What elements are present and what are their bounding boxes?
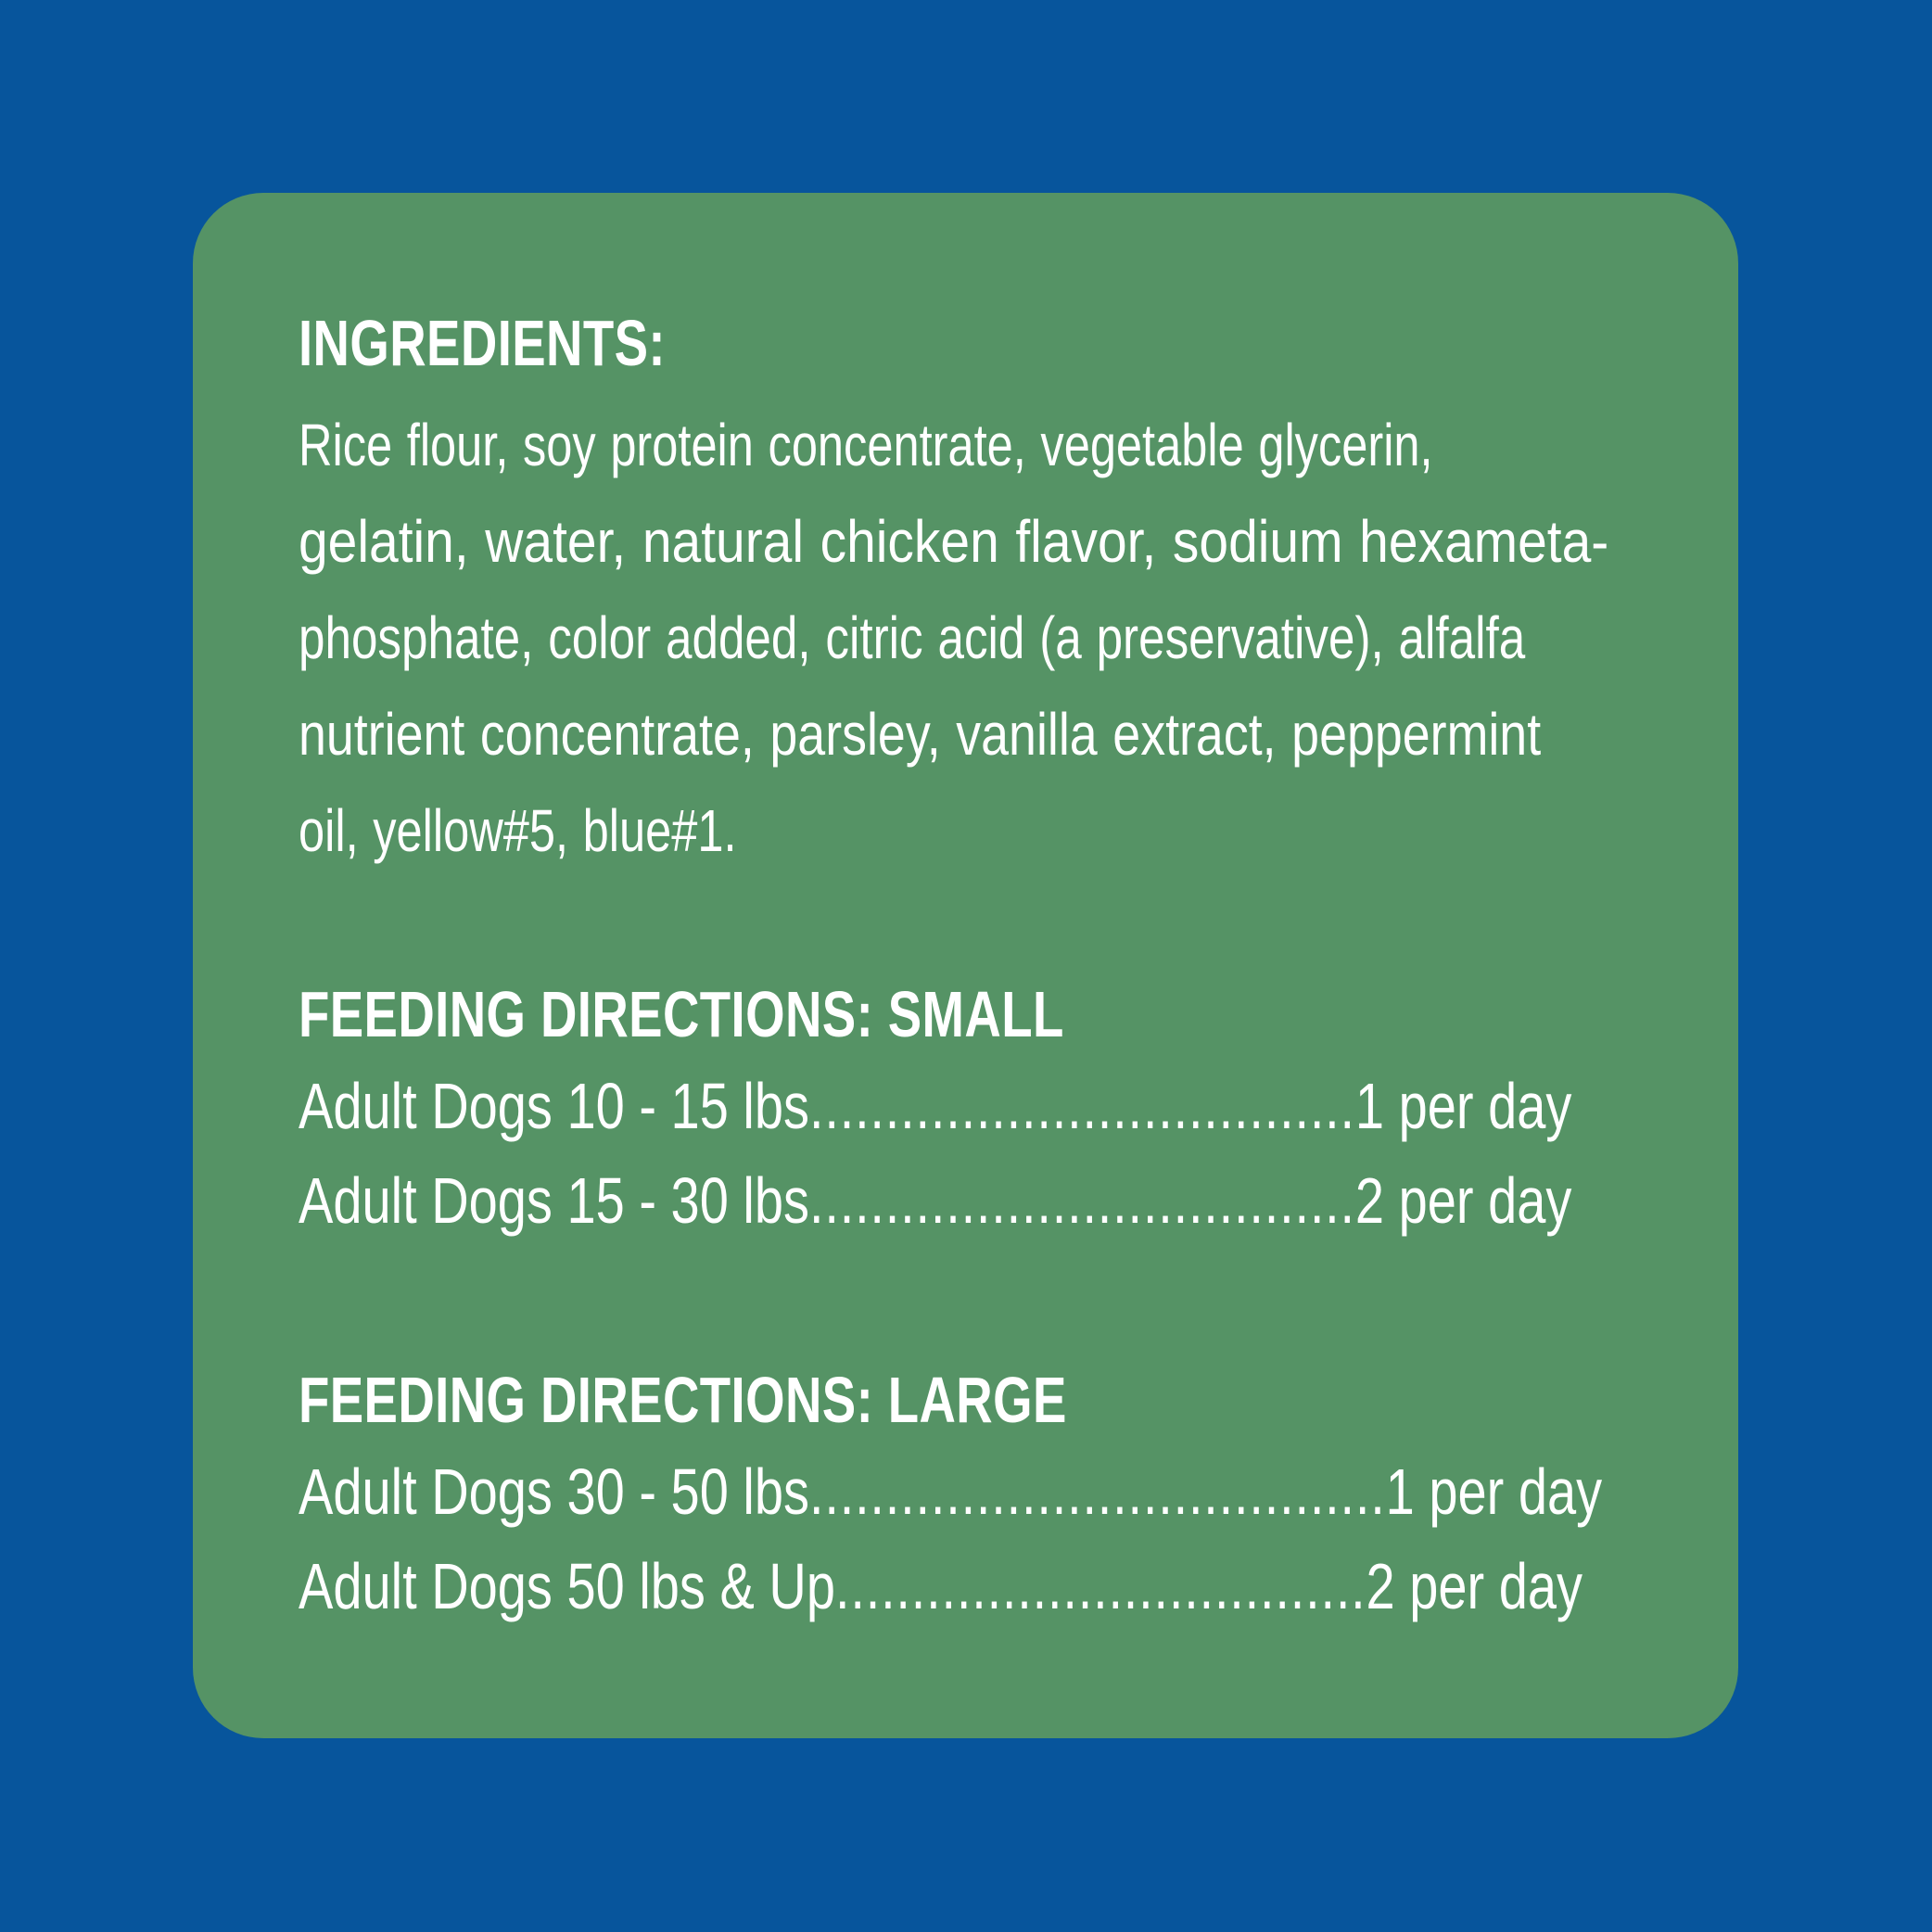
feeding-row: Adult Dogs 30 - 50 lbs..................… [299, 1444, 1602, 1539]
feeding-row: Adult Dogs 10 - 15 lbs..................… [299, 1059, 1571, 1153]
ingredients-line: phosphate, color added, citric acid (a p… [299, 604, 1526, 671]
feeding-large-section: FEEDING DIRECTIONS: LARGE Adult Dogs 30 … [299, 1363, 1928, 1633]
ingredients-line: oil, yellow#5, blue#1. [299, 797, 737, 864]
feeding-row-amount: 2 per day [1354, 1164, 1572, 1237]
feeding-large-heading: FEEDING DIRECTIONS: LARGE [299, 1364, 1067, 1436]
feeding-row-amount: 1 per day [1354, 1070, 1572, 1142]
ingredients-text: Rice flour, soy protein concentrate, veg… [299, 397, 1658, 879]
feeding-row-amount: 2 per day [1366, 1550, 1583, 1622]
feeding-row-leader: .................................... [808, 1070, 1355, 1142]
info-panel: INGREDIENTS: Rice flour, soy protein con… [193, 193, 1738, 1738]
feeding-row-label: Adult Dogs 15 - 30 lbs [299, 1164, 809, 1237]
feeding-row-amount: 1 per day [1385, 1455, 1603, 1528]
feeding-row-leader: .................................... [808, 1164, 1355, 1237]
feeding-small-section: FEEDING DIRECTIONS: SMALL Adult Dogs 10 … [299, 977, 1890, 1248]
feeding-row: Adult Dogs 50 lbs & Up..................… [299, 1539, 1602, 1633]
ingredients-line: nutrient concentrate, parsley, vanilla e… [299, 701, 1542, 768]
feeding-small-heading: FEEDING DIRECTIONS: SMALL [299, 978, 1064, 1050]
ingredients-heading: INGREDIENTS: [299, 307, 667, 379]
feeding-row-label: Adult Dogs 30 - 50 lbs [299, 1455, 809, 1528]
feeding-row-label: Adult Dogs 50 lbs & Up [299, 1550, 835, 1622]
ingredients-line: gelatin, water, natural chicken flavor, … [299, 508, 1609, 575]
feeding-row-label: Adult Dogs 10 - 15 lbs [299, 1070, 809, 1142]
feeding-row-leader: ................................... [834, 1550, 1366, 1622]
ingredients-line: Rice flour, soy protein concentrate, veg… [299, 412, 1433, 478]
feeding-row-leader: ...................................... [808, 1455, 1386, 1528]
feeding-row: Adult Dogs 15 - 30 lbs..................… [299, 1153, 1571, 1248]
